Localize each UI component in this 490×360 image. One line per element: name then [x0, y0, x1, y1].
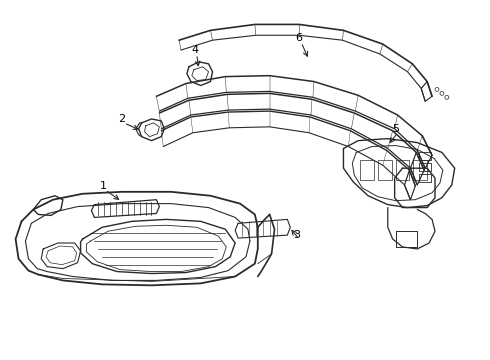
Text: 4: 4 — [191, 45, 198, 55]
Text: 6: 6 — [295, 33, 303, 43]
Text: 1: 1 — [100, 181, 107, 191]
Bar — [419, 152, 431, 160]
Text: 5: 5 — [392, 124, 399, 134]
Bar — [419, 163, 431, 171]
Bar — [419, 174, 431, 182]
Text: 2: 2 — [119, 114, 125, 124]
Text: 3: 3 — [294, 230, 301, 240]
Bar — [360, 160, 374, 180]
Bar — [395, 160, 410, 180]
Bar — [378, 160, 392, 180]
Bar — [414, 160, 427, 180]
